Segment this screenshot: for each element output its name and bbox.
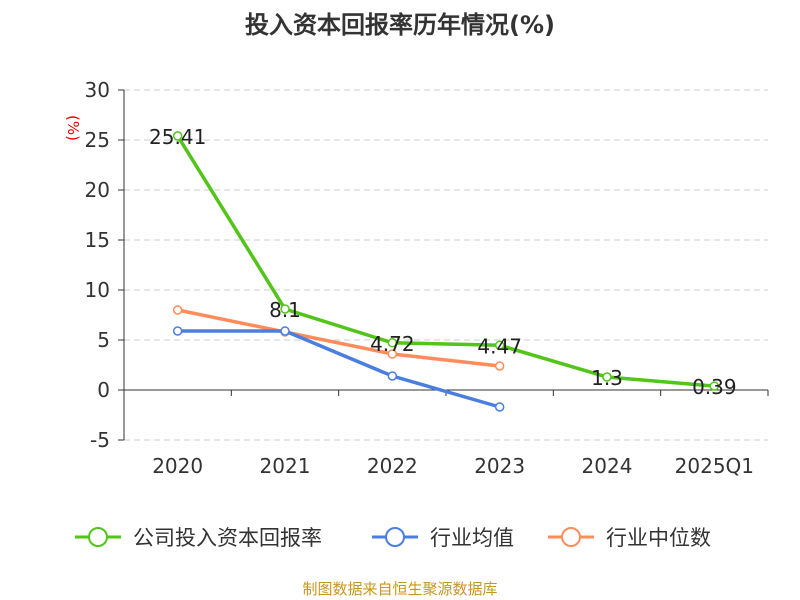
data-label: 4.47 (477, 334, 522, 358)
x-tick-label: 2024 (582, 454, 633, 478)
data-point (387, 349, 398, 359)
data-label: 0.39 (692, 375, 737, 399)
series-line-1 (177, 329, 501, 409)
legend-label: 公司投入资本回报率 (133, 526, 322, 550)
legend-label: 行业中位数 (606, 526, 711, 550)
data-label: 8.1 (269, 298, 301, 322)
y-tick-label: 20 (85, 178, 110, 202)
data-point (387, 338, 398, 348)
legend-label: 行业均值 (430, 526, 514, 550)
series-line-2 (177, 308, 500, 368)
legend-marker (561, 527, 581, 547)
y-tick-label: 10 (85, 278, 110, 302)
data-point (280, 326, 290, 336)
x-tick-label: 2022 (367, 454, 418, 478)
data-point (709, 381, 720, 391)
data-point (280, 304, 290, 314)
chart-title: 投入资本回报率历年情况(%) (245, 11, 555, 39)
y-tick-label: 25 (85, 128, 110, 152)
data-label: 1.3 (591, 366, 623, 390)
data-point (172, 305, 183, 315)
x-tick-label: 2025Q1 (675, 454, 754, 478)
data-label: 25.41 (149, 125, 206, 149)
source-note: 制图数据来自恒生聚源数据库 (302, 580, 497, 598)
legend-marker (88, 527, 108, 547)
y-tick-label: 0 (97, 378, 110, 402)
data-point (602, 372, 612, 382)
data-point (172, 326, 183, 336)
data-label: 4.72 (370, 332, 415, 356)
y-tick-label: 5 (97, 328, 110, 352)
series-line-0 (176, 134, 715, 388)
data-point (494, 361, 505, 371)
data-point (172, 131, 183, 141)
x-tick-label: 2023 (474, 454, 525, 478)
data-point (387, 371, 398, 381)
y-tick-label: 15 (85, 228, 110, 252)
y-tick-label: -5 (90, 428, 110, 452)
y-axis-label: (%) (64, 115, 82, 141)
data-point (494, 402, 505, 412)
y-tick-label: 30 (85, 78, 110, 102)
legend-marker (385, 527, 405, 547)
data-point (494, 340, 505, 351)
x-tick-label: 2020 (152, 454, 203, 478)
x-tick-label: 2021 (260, 454, 311, 478)
